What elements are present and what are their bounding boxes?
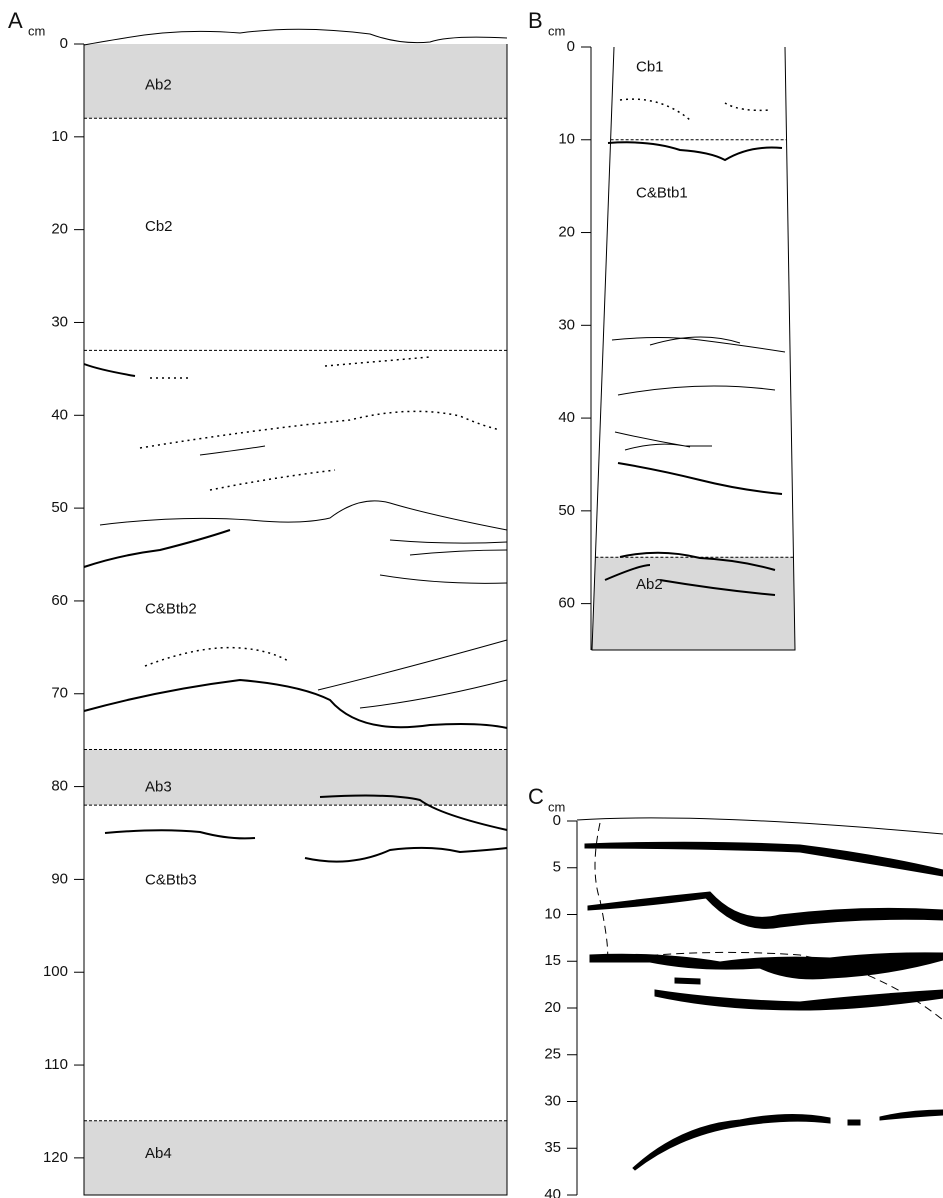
lens — [584, 841, 943, 877]
horizon-label: Cb2 — [145, 218, 173, 235]
tick-label: 40 — [558, 409, 575, 426]
tick-label: 10 — [558, 131, 575, 148]
lenses-a — [83, 28, 508, 863]
panel-label: A — [8, 8, 23, 33]
horizon-label: Ab4 — [145, 1145, 172, 1162]
tick-label: 80 — [51, 778, 68, 795]
lens — [617, 462, 783, 495]
lens — [379, 539, 508, 584]
tick-label: 90 — [51, 870, 68, 887]
lens — [607, 141, 783, 162]
lens — [199, 445, 266, 456]
tick-label: 20 — [51, 221, 68, 238]
tick-label: 10 — [544, 905, 561, 922]
horizon-label: Cb1 — [636, 58, 664, 75]
horizon-label: C&Btb1 — [636, 185, 688, 202]
tick-label: 25 — [544, 1046, 561, 1063]
axis-unit: cm — [548, 23, 565, 38]
tick-label: 30 — [544, 1092, 561, 1109]
tick-label: 20 — [558, 224, 575, 241]
lens — [604, 551, 776, 596]
lens — [104, 829, 508, 863]
panel-label: C — [528, 784, 544, 809]
tick-label: 20 — [544, 999, 561, 1016]
lenses-b — [604, 98, 786, 596]
lens — [589, 952, 943, 980]
tick-label: 35 — [544, 1139, 561, 1156]
lens — [617, 385, 776, 396]
horizon-shading — [84, 44, 507, 119]
tick-label: 60 — [558, 595, 575, 612]
lens — [619, 98, 771, 121]
lens — [319, 794, 508, 831]
tick-label: 40 — [51, 406, 68, 423]
lens — [632, 1109, 943, 1171]
lens — [99, 500, 508, 531]
lens — [144, 646, 291, 667]
horizon-shading — [84, 749, 507, 806]
profile-outline — [83, 44, 508, 1196]
horizon-label: Ab2 — [636, 576, 663, 593]
tick-label: 30 — [51, 313, 68, 330]
tick-label: 0 — [60, 35, 68, 52]
tick-label: 120 — [43, 1149, 68, 1166]
shading — [84, 44, 795, 1195]
lens — [83, 363, 136, 377]
tick-label: 5 — [553, 859, 561, 876]
horizon-label: Ab3 — [145, 778, 172, 795]
lens — [83, 529, 231, 568]
lens — [654, 977, 943, 1011]
tick-label: 70 — [51, 685, 68, 702]
horizon-shading — [84, 1120, 507, 1195]
profile-outline — [591, 46, 796, 651]
axis-unit: cm — [28, 23, 45, 38]
tick-label: 30 — [558, 316, 575, 333]
tick-label: 0 — [567, 38, 575, 55]
tick-label: 60 — [51, 592, 68, 609]
horizon-shading — [592, 557, 795, 650]
axis-unit: cm — [548, 799, 565, 814]
surface — [83, 28, 508, 46]
tick-label: 110 — [44, 1056, 68, 1073]
tick-label: 50 — [51, 499, 68, 516]
tick-label: 100 — [43, 963, 68, 980]
horizon-label: C&Btb2 — [145, 600, 197, 617]
lens — [611, 336, 786, 353]
tick-label: 0 — [553, 812, 561, 829]
lens — [150, 356, 431, 379]
panel-label: B — [528, 8, 543, 33]
tick-label: 10 — [51, 128, 68, 145]
lenses-c — [576, 817, 943, 1171]
lens — [614, 431, 712, 451]
horizon-label: Ab2 — [145, 77, 172, 94]
tick-label: 40 — [544, 1186, 561, 1198]
lens — [209, 469, 336, 491]
tick-label: 50 — [558, 502, 575, 519]
lens — [317, 639, 508, 709]
lens — [139, 410, 501, 449]
horizon-label: C&Btb3 — [145, 871, 197, 888]
lens — [83, 678, 508, 729]
tick-label: 15 — [544, 952, 561, 969]
lens — [587, 891, 943, 929]
surface — [576, 817, 943, 835]
